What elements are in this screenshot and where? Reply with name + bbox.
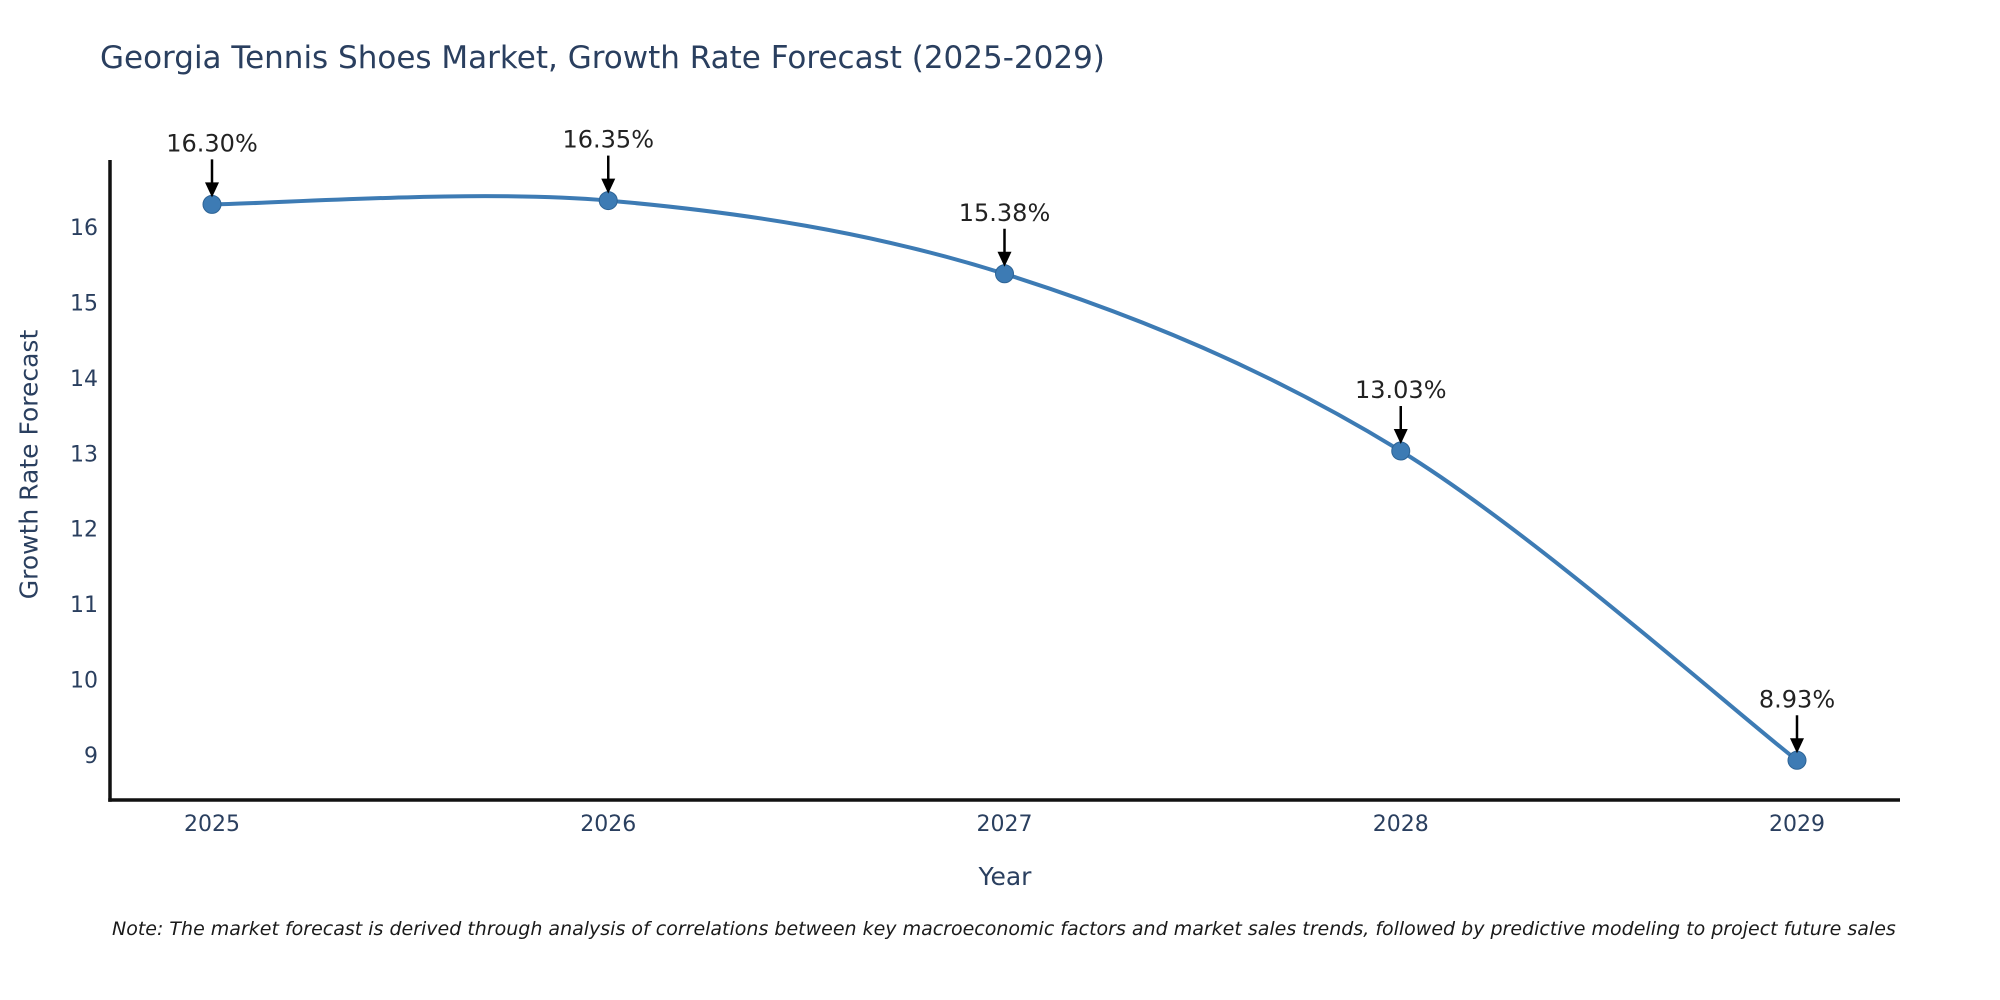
x-tick-label: 2027 (977, 812, 1033, 837)
y-tick-label: 11 (70, 593, 98, 618)
data-point[interactable] (202, 194, 222, 214)
annotation-label: 16.35% (562, 126, 654, 154)
chart-title: Georgia Tennis Shoes Market, Growth Rate… (100, 40, 1105, 76)
data-point[interactable] (1391, 441, 1411, 461)
x-tick-label: 2028 (1373, 812, 1429, 837)
annotation-arrowhead-icon (205, 182, 219, 198)
y-tick-label: 10 (70, 669, 98, 694)
data-point[interactable] (598, 191, 618, 211)
annotation-label: 16.30% (166, 129, 258, 157)
annotation-label: 13.03% (1355, 376, 1447, 404)
x-tick-label: 2026 (580, 812, 636, 837)
data-point[interactable] (1787, 750, 1807, 770)
y-tick-label: 16 (70, 216, 98, 241)
x-axis-title: Year (978, 862, 1032, 891)
annotation-arrowhead-icon (1790, 738, 1804, 754)
annotation-arrowhead-icon (1393, 429, 1408, 445)
y-tick-label: 15 (70, 291, 98, 316)
footnote: Note: The market forecast is derived thr… (112, 918, 1896, 940)
x-tick-label: 2025 (184, 812, 240, 837)
y-tick-label: 9 (84, 744, 98, 769)
data-point[interactable] (995, 264, 1014, 284)
y-tick-label: 14 (70, 367, 98, 392)
annotation-arrowhead-icon (601, 178, 616, 194)
y-tick-label: 13 (70, 442, 98, 467)
annotation-label: 8.93% (1759, 685, 1835, 713)
trend-line (210, 194, 1799, 763)
y-tick-label: 12 (70, 518, 98, 543)
annotation-label: 15.38% (959, 199, 1051, 227)
y-axis-title: Growth Rate Forecast (14, 329, 44, 600)
annotation-arrowhead-icon (997, 251, 1012, 267)
x-tick-label: 2029 (1769, 812, 1825, 837)
